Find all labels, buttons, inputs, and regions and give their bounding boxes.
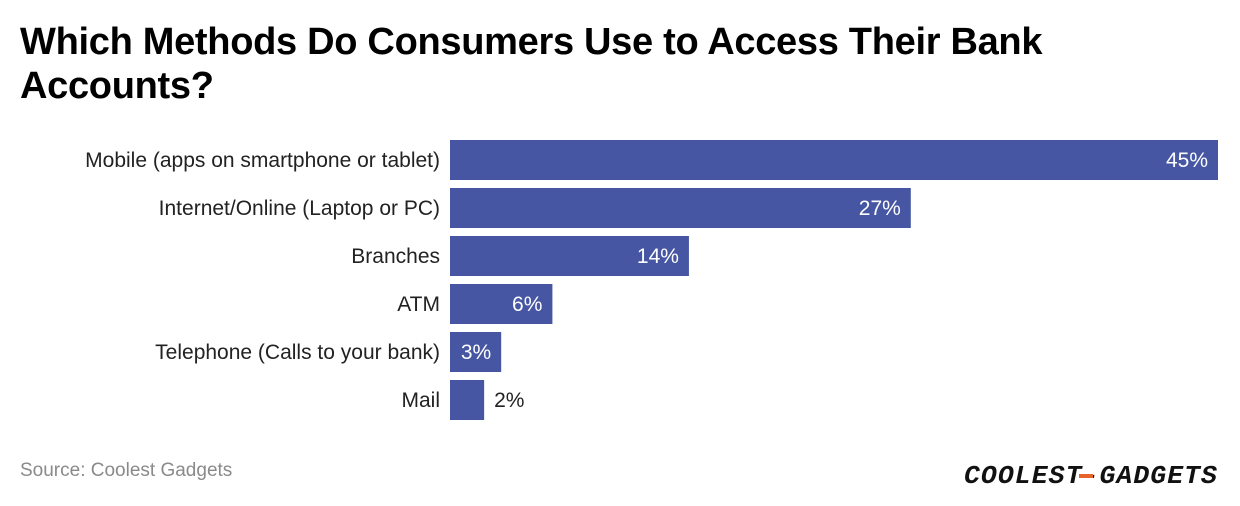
value-label: 14% — [637, 245, 679, 268]
bar — [450, 188, 911, 228]
category-label: Telephone (Calls to your bank) — [155, 341, 440, 364]
bar — [450, 236, 689, 276]
bar — [450, 380, 485, 420]
category-label: Mobile (apps on smartphone or tablet) — [85, 149, 440, 172]
logo-dash-accent — [1079, 474, 1093, 478]
category-label: Mail — [401, 389, 440, 412]
value-label: 27% — [859, 197, 901, 220]
bar — [450, 140, 1218, 180]
source-note: Source: Coolest Gadgets — [20, 460, 233, 481]
bar — [450, 332, 502, 372]
category-label: Internet/Online (Laptop or PC) — [159, 197, 440, 220]
bar — [450, 284, 553, 324]
category-label: Branches — [351, 245, 440, 268]
chart-title: Which Methods Do Consumers Use to Access… — [20, 21, 1043, 107]
value-label: 3% — [461, 341, 491, 364]
value-label: 45% — [1166, 149, 1208, 172]
value-label: 6% — [512, 293, 542, 316]
coolest-gadgets-logo: COOLEST-GADGETS — [964, 461, 1217, 491]
value-label: 2% — [494, 389, 524, 412]
bar-chart: Mobile (apps on smartphone or tablet) 45%… — [85, 140, 1218, 420]
category-label: ATM — [397, 293, 440, 316]
